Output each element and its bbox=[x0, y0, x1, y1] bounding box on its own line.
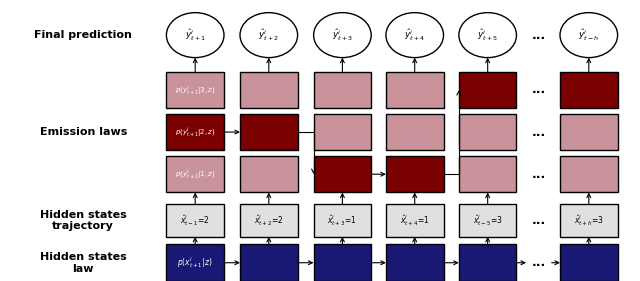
Text: $p(y^i_{t+1}|2,z)$: $p(y^i_{t+1}|2,z)$ bbox=[175, 125, 216, 139]
Text: ...: ... bbox=[532, 256, 546, 269]
Bar bbox=[386, 244, 444, 281]
Text: ...: ... bbox=[532, 29, 546, 42]
Bar bbox=[560, 205, 618, 237]
Text: $\hat{x}^i_{t-5}\!=\!3$: $\hat{x}^i_{t-5}\!=\!3$ bbox=[472, 213, 503, 228]
Text: $p(y^i_{t+1}|1,z)$: $p(y^i_{t+1}|1,z)$ bbox=[175, 167, 216, 181]
Text: Final prediction: Final prediction bbox=[35, 30, 132, 40]
Bar bbox=[314, 205, 371, 237]
Text: $\hat{x}^i_{t+h}\!=\!3$: $\hat{x}^i_{t+h}\!=\!3$ bbox=[573, 213, 604, 228]
Text: $p(x^i_{t+1}|z)$: $p(x^i_{t+1}|z)$ bbox=[177, 255, 213, 270]
Text: $\hat{x}^i_{t-1}\!=\!2$: $\hat{x}^i_{t-1}\!=\!2$ bbox=[180, 213, 210, 228]
Bar bbox=[560, 114, 618, 150]
Text: $\hat{y}^i_{t+1}$: $\hat{y}^i_{t+1}$ bbox=[184, 28, 206, 43]
Bar bbox=[240, 156, 298, 192]
Bar bbox=[459, 244, 516, 281]
Text: $\hat{y}^i_{t+2}$: $\hat{y}^i_{t+2}$ bbox=[258, 28, 280, 43]
Bar bbox=[459, 72, 516, 108]
Ellipse shape bbox=[386, 13, 444, 58]
Bar bbox=[240, 244, 298, 281]
Ellipse shape bbox=[314, 13, 371, 58]
Ellipse shape bbox=[459, 13, 516, 58]
Text: $\hat{y}^i_{t+4}$: $\hat{y}^i_{t+4}$ bbox=[404, 28, 426, 43]
Text: $\hat{y}^i_{t+5}$: $\hat{y}^i_{t+5}$ bbox=[477, 28, 499, 43]
Bar bbox=[240, 205, 298, 237]
Bar bbox=[459, 205, 516, 237]
Text: Emission laws: Emission laws bbox=[40, 127, 127, 137]
Text: $\hat{y}^i_{t-h}$: $\hat{y}^i_{t-h}$ bbox=[578, 28, 600, 43]
Text: $\hat{y}^i_{t+3}$: $\hat{y}^i_{t+3}$ bbox=[332, 28, 353, 43]
Ellipse shape bbox=[560, 13, 618, 58]
Bar bbox=[560, 156, 618, 192]
Text: ...: ... bbox=[532, 126, 546, 139]
Bar bbox=[166, 156, 224, 192]
Bar bbox=[166, 244, 224, 281]
Text: $p(y^i_{t+1}|3,z)$: $p(y^i_{t+1}|3,z)$ bbox=[175, 83, 216, 97]
Bar bbox=[459, 156, 516, 192]
Bar bbox=[386, 114, 444, 150]
Bar bbox=[386, 72, 444, 108]
Bar bbox=[459, 114, 516, 150]
Bar bbox=[166, 205, 224, 237]
Bar bbox=[386, 156, 444, 192]
Text: $\hat{x}^i_{t+3}\!=\!1$: $\hat{x}^i_{t+3}\!=\!1$ bbox=[328, 213, 357, 228]
Bar bbox=[314, 244, 371, 281]
Bar bbox=[314, 156, 371, 192]
Text: Hidden states
trajectory: Hidden states trajectory bbox=[40, 210, 127, 231]
Text: $\hat{x}^i_{t+4}\!=\!1$: $\hat{x}^i_{t+4}\!=\!1$ bbox=[400, 213, 429, 228]
Ellipse shape bbox=[240, 13, 298, 58]
Text: ...: ... bbox=[532, 168, 546, 181]
Bar bbox=[166, 114, 224, 150]
Bar bbox=[240, 114, 298, 150]
Bar bbox=[314, 114, 371, 150]
Bar bbox=[386, 205, 444, 237]
Bar bbox=[166, 72, 224, 108]
Bar bbox=[560, 72, 618, 108]
Text: $\hat{x}^i_{t+2}\!=\!2$: $\hat{x}^i_{t+2}\!=\!2$ bbox=[254, 213, 284, 228]
Text: ...: ... bbox=[532, 214, 546, 227]
Bar bbox=[314, 72, 371, 108]
Bar bbox=[560, 244, 618, 281]
Text: Hidden states
law: Hidden states law bbox=[40, 252, 127, 273]
Ellipse shape bbox=[166, 13, 224, 58]
Bar bbox=[240, 72, 298, 108]
Text: ...: ... bbox=[532, 83, 546, 96]
